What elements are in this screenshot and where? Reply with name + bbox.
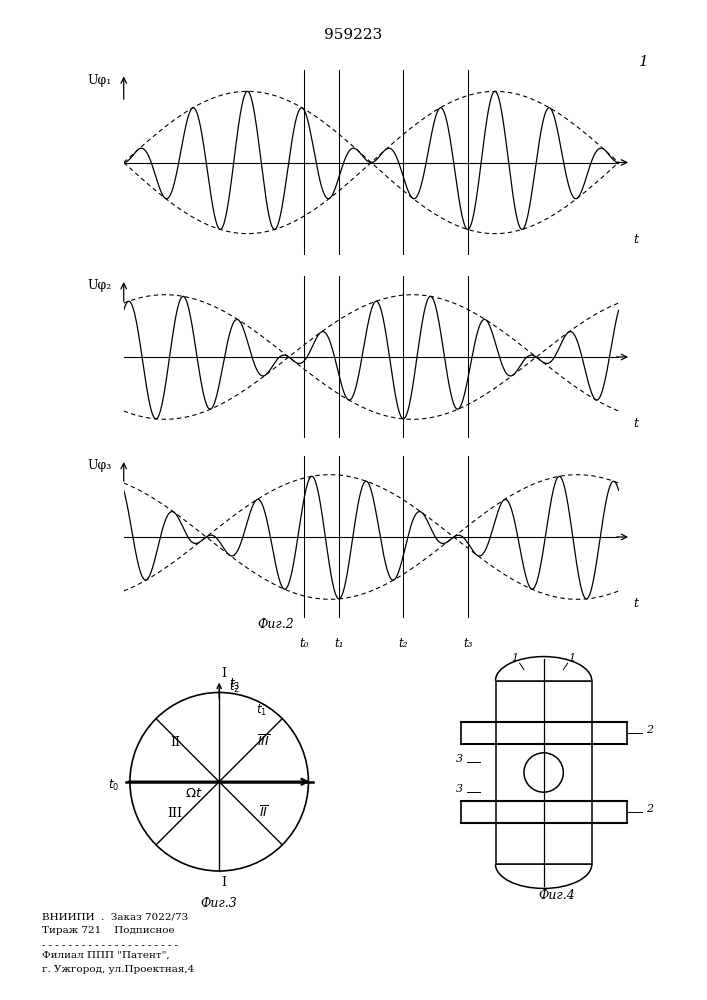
Text: t: t: [633, 233, 638, 246]
Text: III: III: [168, 807, 182, 820]
Text: $t_0$: $t_0$: [108, 778, 119, 793]
Text: 2: 2: [646, 725, 653, 735]
Text: Фиг.2: Фиг.2: [257, 618, 294, 631]
Text: Тираж 721    Подписное: Тираж 721 Подписное: [42, 926, 175, 935]
Text: Uφ₃: Uφ₃: [87, 459, 112, 472]
Text: $\overline{III}$: $\overline{III}$: [257, 734, 270, 749]
Text: 1: 1: [568, 653, 575, 663]
Text: Фиг.4: Фиг.4: [539, 889, 575, 902]
Text: 2: 2: [646, 804, 653, 814]
Text: t₀: t₀: [300, 637, 309, 650]
Text: $t_1$: $t_1$: [256, 703, 267, 718]
Text: 1: 1: [512, 653, 519, 663]
Text: ВНИИПИ  .  Заказ 7022/73: ВНИИПИ . Заказ 7022/73: [42, 912, 189, 921]
Text: Uφ₁: Uφ₁: [87, 74, 112, 87]
Text: t: t: [633, 597, 638, 610]
Bar: [496, 681, 592, 864]
Text: II: II: [170, 736, 180, 749]
Text: $t_2$: $t_2$: [229, 679, 240, 695]
Text: I: I: [222, 667, 227, 680]
Text: I: I: [222, 876, 227, 889]
Text: $t_3$: $t_3$: [229, 677, 240, 692]
Text: г. Ужгород, ул.Проектная,4: г. Ужгород, ул.Проектная,4: [42, 965, 194, 974]
Text: t₃: t₃: [463, 637, 472, 650]
Text: $\overline{II}$: $\overline{II}$: [259, 805, 268, 820]
Text: 3: 3: [455, 784, 462, 794]
Text: - - - - - - - - - - - - - - - - - - - - -: - - - - - - - - - - - - - - - - - - - - …: [42, 940, 178, 950]
Text: 3: 3: [455, 754, 462, 764]
Text: 1: 1: [638, 55, 648, 69]
Text: Филиал ППП "Патент",: Филиал ППП "Патент",: [42, 951, 170, 960]
Text: t₂: t₂: [399, 637, 408, 650]
Text: t₁: t₁: [334, 637, 344, 650]
Text: $\Omega t$: $\Omega t$: [185, 787, 202, 800]
Text: t: t: [633, 417, 638, 430]
Text: 959223: 959223: [325, 28, 382, 42]
Text: Uφ₂: Uφ₂: [87, 279, 112, 292]
Text: Фиг.3: Фиг.3: [201, 897, 238, 910]
